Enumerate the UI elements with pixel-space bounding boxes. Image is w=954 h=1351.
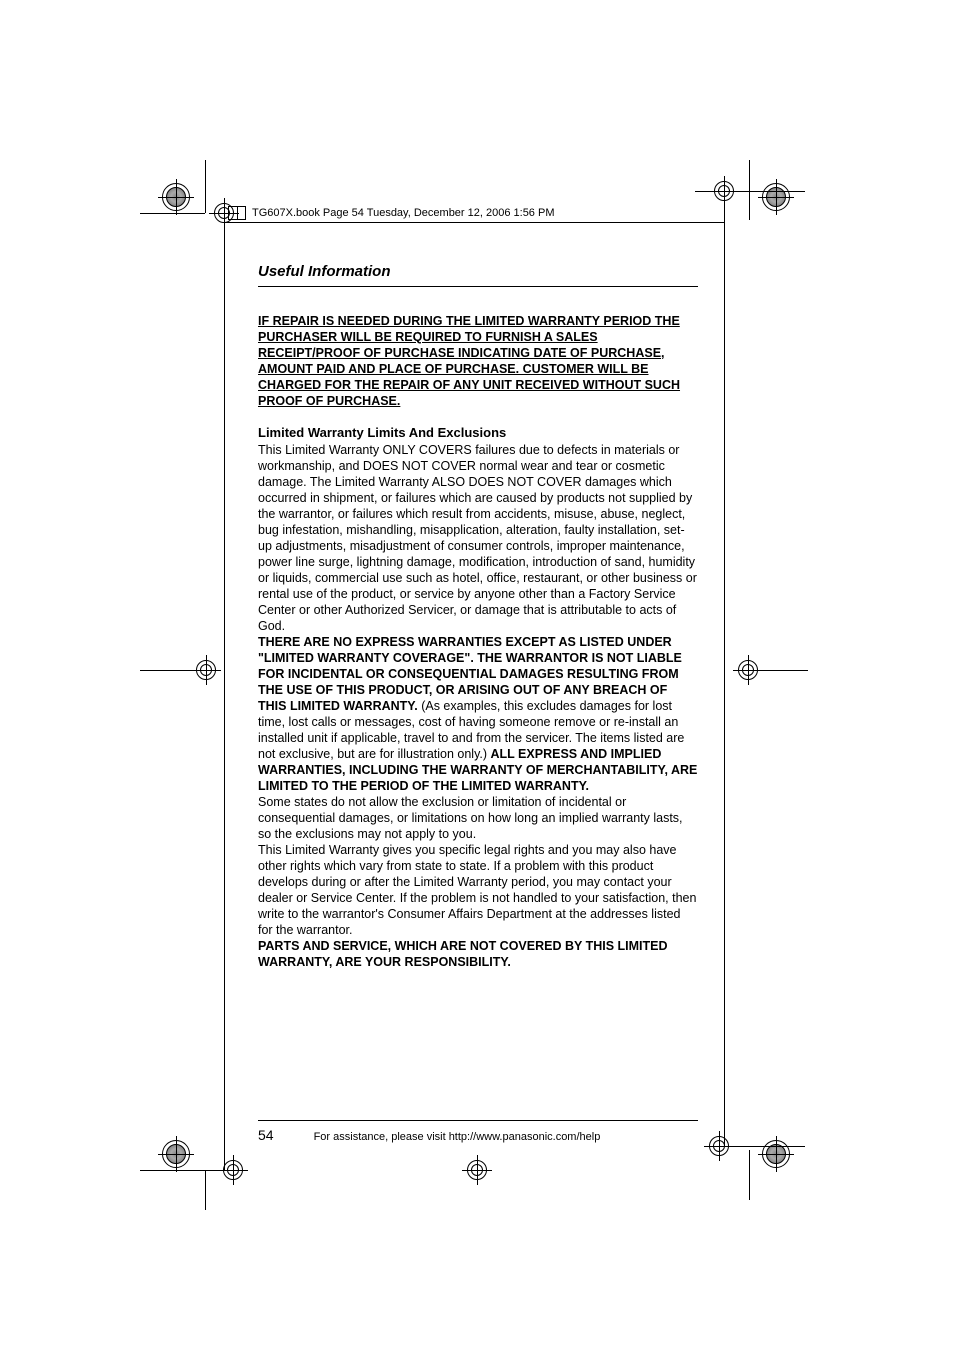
registration-mark-icon: [162, 183, 190, 211]
crop-mark: [720, 1146, 805, 1147]
crop-mark: [140, 670, 205, 671]
crop-mark: [724, 191, 725, 681]
limits-body: This Limited Warranty ONLY COVERS failur…: [258, 442, 698, 634]
crop-mark: [205, 160, 206, 213]
registration-mark-icon: [162, 1140, 190, 1168]
parts-service-notice: PARTS AND SERVICE, WHICH ARE NOT COVERED…: [258, 938, 698, 970]
crop-mark: [724, 680, 725, 1147]
registration-mark-icon: [762, 1140, 790, 1168]
express-warranty-paragraph: THERE ARE NO EXPRESS WARRANTIES EXCEPT A…: [258, 634, 698, 794]
crop-mark: [224, 213, 225, 683]
crop-mark: [695, 191, 805, 192]
header-filename: TG607X.book Page 54 Tuesday, December 12…: [252, 207, 554, 219]
registration-mark-icon: [762, 183, 790, 211]
footer-assist-text: For assistance, please visit http://www.…: [314, 1131, 601, 1143]
header-rule: [224, 222, 724, 223]
page-number: 54: [258, 1127, 274, 1143]
section-title: Useful Information: [258, 263, 698, 287]
states-exclusion-text: Some states do not allow the exclusion o…: [258, 794, 698, 842]
crop-mark: [140, 1170, 232, 1171]
crosshair-icon: [462, 1155, 492, 1185]
crop-mark: [205, 1170, 206, 1210]
crop-mark: [750, 670, 808, 671]
crop-mark: [749, 160, 750, 220]
page-footer: 54 For assistance, please visit http://w…: [258, 1120, 698, 1143]
crop-mark: [140, 213, 205, 214]
page-content: Useful Information IF REPAIR IS NEEDED D…: [258, 263, 698, 970]
book-icon: [228, 206, 246, 220]
warranty-notice: IF REPAIR IS NEEDED DURING THE LIMITED W…: [258, 313, 698, 409]
document-header: TG607X.book Page 54 Tuesday, December 12…: [228, 206, 554, 220]
limits-heading: Limited Warranty Limits And Exclusions: [258, 425, 698, 440]
crop-mark: [224, 680, 225, 1170]
legal-rights-text: This Limited Warranty gives you specific…: [258, 842, 698, 938]
crop-mark: [749, 1150, 750, 1200]
